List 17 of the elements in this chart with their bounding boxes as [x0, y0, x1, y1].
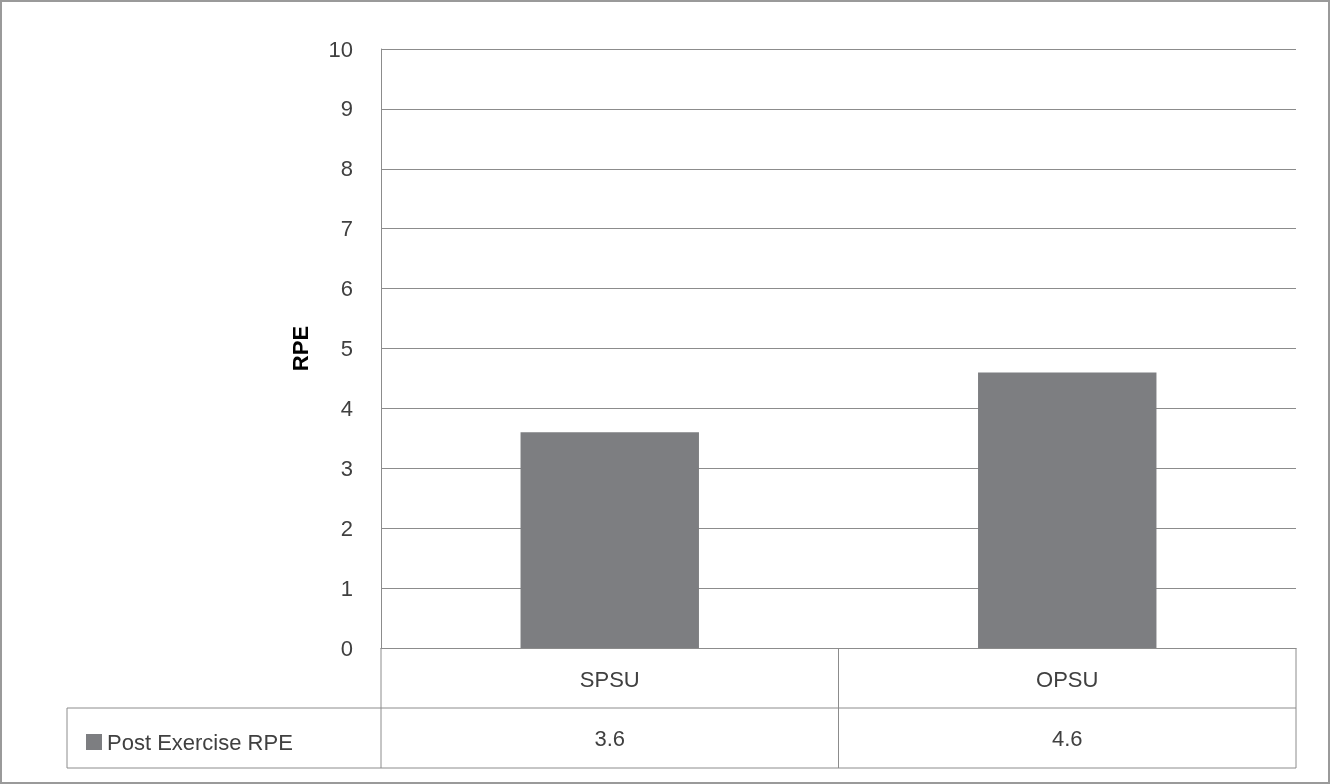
y-tick-label: 1	[340, 575, 353, 601]
legend-label: Post Exercise RPE	[107, 729, 293, 755]
y-tick-label: 0	[340, 635, 353, 661]
y-tick-label: 3	[340, 455, 353, 481]
y-axis-title: RPE	[287, 325, 313, 372]
data-label: 3.6	[594, 725, 626, 751]
y-tick-label: 7	[340, 216, 353, 242]
y-tick-label: 5	[340, 336, 353, 361]
y-tick-label: 2	[340, 515, 353, 541]
y-tick-label: 4	[340, 395, 353, 421]
y-tick-label: 8	[340, 156, 353, 182]
y-tick-label: 6	[340, 276, 353, 302]
y-tick-label: 9	[340, 96, 353, 122]
x-tick-label: OPSU	[1036, 666, 1099, 692]
y-tick-label: 10	[328, 36, 353, 62]
data-label: 4.6	[1051, 725, 1083, 751]
x-tick-label: SPSU	[579, 666, 640, 692]
